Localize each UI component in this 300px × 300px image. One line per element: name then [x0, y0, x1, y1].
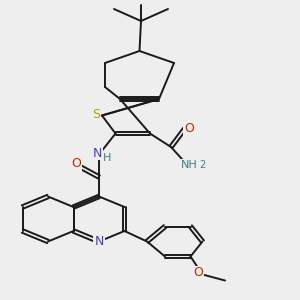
Text: O: O [193, 266, 203, 280]
Text: H: H [103, 153, 112, 163]
Text: O: O [184, 122, 194, 136]
Text: 2: 2 [200, 160, 206, 170]
Text: S: S [93, 107, 101, 121]
Text: N: N [93, 146, 102, 160]
Text: O: O [72, 157, 81, 170]
Text: N: N [94, 235, 104, 248]
Text: NH: NH [181, 160, 198, 170]
